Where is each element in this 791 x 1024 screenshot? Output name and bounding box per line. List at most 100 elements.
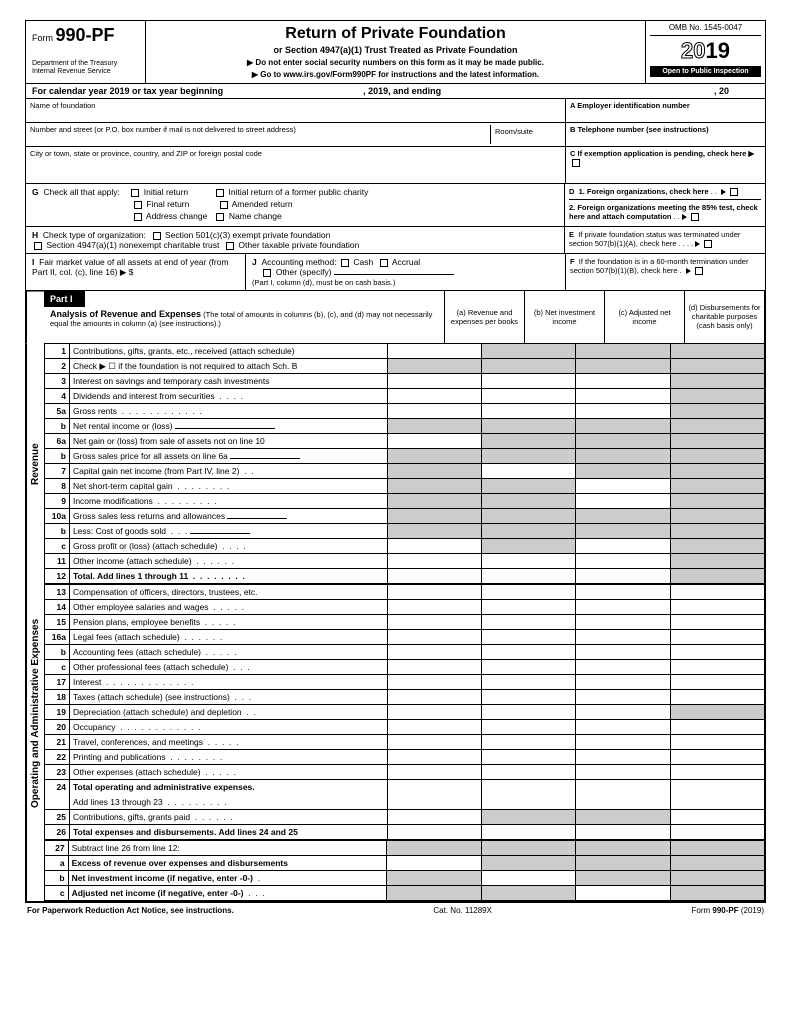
val[interactable] [388,765,482,780]
val[interactable] [388,374,482,389]
val[interactable] [388,690,482,705]
room-cell[interactable]: Room/suite [491,125,561,144]
val[interactable] [482,464,576,479]
input-5b[interactable] [175,428,275,429]
val[interactable] [388,720,482,735]
val[interactable] [576,886,670,901]
val[interactable] [670,630,764,645]
cb-d2[interactable] [691,213,699,221]
val[interactable] [388,554,482,569]
val[interactable] [670,660,764,675]
name-cell[interactable]: Name of foundation [26,99,565,123]
val-1a[interactable] [388,344,482,359]
val[interactable] [388,675,482,690]
val[interactable] [388,735,482,750]
val[interactable] [482,825,576,840]
val[interactable] [388,600,482,615]
val[interactable] [482,705,576,720]
cb-name-change[interactable] [216,213,224,221]
val[interactable] [482,630,576,645]
val[interactable] [576,569,670,584]
val[interactable] [576,705,670,720]
input-10a[interactable] [227,518,287,519]
val[interactable] [576,825,670,840]
val[interactable] [576,615,670,630]
val[interactable] [576,675,670,690]
val[interactable] [482,554,576,569]
val[interactable] [388,645,482,660]
cb-e[interactable] [704,240,712,248]
val[interactable] [388,780,482,810]
input-6b[interactable] [230,458,300,459]
val[interactable] [670,765,764,780]
cb-accrual[interactable] [380,259,388,267]
val[interactable] [482,374,576,389]
val[interactable] [576,404,670,419]
cb-other-tax[interactable] [226,242,234,250]
val[interactable] [670,810,764,825]
val[interactable] [670,825,764,840]
val[interactable] [482,600,576,615]
val[interactable] [576,690,670,705]
input-10b[interactable] [190,533,250,534]
val[interactable] [388,615,482,630]
phone-cell[interactable]: B Telephone number (see instructions) [566,123,765,147]
val[interactable] [388,705,482,720]
cb-f[interactable] [695,267,703,275]
val[interactable] [670,780,764,810]
val[interactable] [482,645,576,660]
val[interactable] [670,645,764,660]
val[interactable] [576,720,670,735]
val[interactable] [576,630,670,645]
val[interactable] [576,735,670,750]
val[interactable] [387,856,481,871]
cb-501c3[interactable] [153,232,161,240]
val[interactable] [388,750,482,765]
val[interactable] [482,720,576,735]
val[interactable] [576,554,670,569]
val[interactable] [388,585,482,600]
addr-cell[interactable]: Number and street (or P.O. box number if… [30,125,491,144]
val[interactable] [576,479,670,494]
val[interactable] [482,404,576,419]
val[interactable] [670,615,764,630]
val[interactable] [576,539,670,554]
cb-d1[interactable] [730,188,738,196]
ein-cell[interactable]: A Employer identification number [566,99,765,123]
val[interactable] [576,750,670,765]
val[interactable] [482,615,576,630]
val[interactable] [482,660,576,675]
val[interactable] [576,389,670,404]
val[interactable] [482,735,576,750]
val[interactable] [482,780,576,810]
val[interactable] [576,494,670,509]
city-cell[interactable]: City or town, state or province, country… [26,147,565,183]
cb-amended[interactable] [220,201,228,209]
val[interactable] [576,585,670,600]
val[interactable] [482,690,576,705]
cb-4947[interactable] [34,242,42,250]
val[interactable] [576,780,670,810]
val[interactable] [576,645,670,660]
val[interactable] [388,389,482,404]
cb-initial-former[interactable] [216,189,224,197]
val[interactable] [670,600,764,615]
exempt-checkbox[interactable] [572,159,580,167]
cb-final[interactable] [134,201,142,209]
val[interactable] [388,810,482,825]
val[interactable] [670,720,764,735]
val[interactable] [388,404,482,419]
val[interactable] [388,630,482,645]
val[interactable] [576,660,670,675]
val[interactable] [670,735,764,750]
val[interactable] [482,750,576,765]
val[interactable] [670,675,764,690]
other-specify-input[interactable] [334,274,454,275]
val[interactable] [670,750,764,765]
val[interactable] [388,434,482,449]
val[interactable] [576,765,670,780]
cb-addr-change[interactable] [134,213,142,221]
val[interactable] [482,675,576,690]
val[interactable] [482,389,576,404]
val[interactable] [481,871,575,886]
